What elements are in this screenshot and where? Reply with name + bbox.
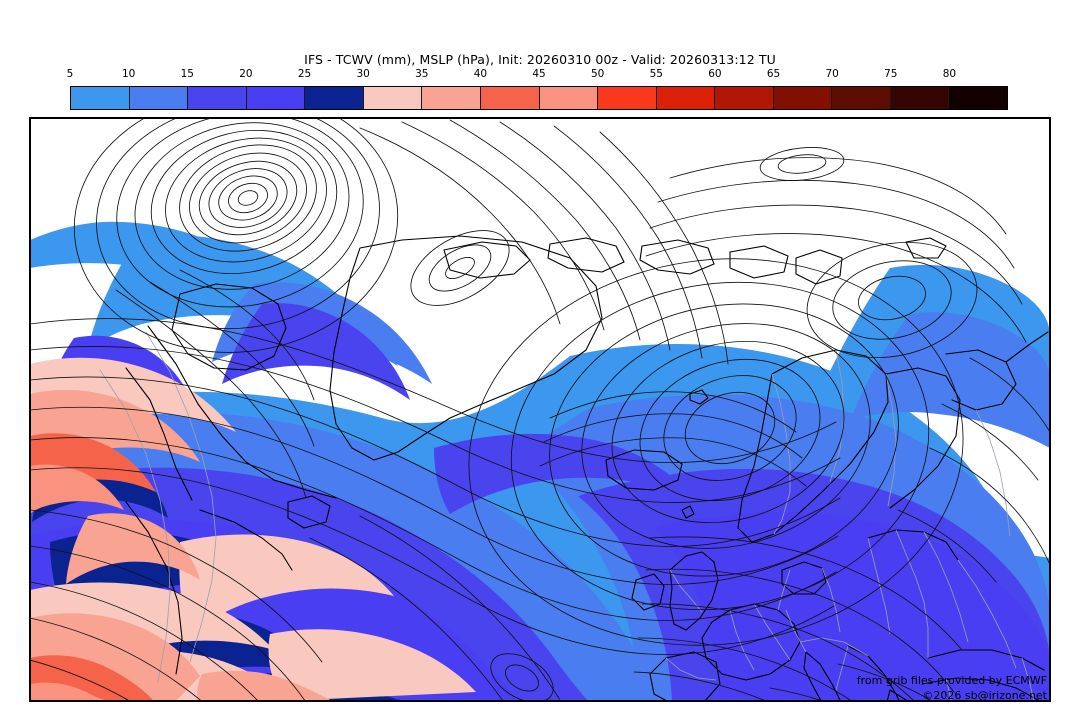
tcwv-band — [30, 464, 124, 514]
map-canvas — [30, 118, 1050, 701]
tcwv-band — [268, 629, 476, 701]
colorbar-swatch — [129, 87, 189, 109]
colorbar-swatch — [656, 87, 716, 109]
colorbar-swatch — [715, 87, 774, 109]
colorbar-swatch — [598, 87, 657, 109]
map-panel[interactable] — [29, 117, 1051, 702]
tcwv-band — [30, 682, 108, 701]
colorbar-tick-label: 35 — [415, 68, 429, 80]
colorbar — [70, 86, 1008, 110]
colorbar-swatch — [71, 87, 130, 109]
map-frame-border — [30, 118, 1050, 701]
colorbar-swatch — [422, 87, 481, 109]
tcwv-band — [66, 513, 200, 584]
colorbar-tick-label: 75 — [884, 68, 898, 80]
colorbar-swatch — [480, 87, 540, 109]
coastline-layer — [125, 235, 1049, 701]
colorbar-swatch — [539, 87, 599, 109]
colorbar-tick-label: 70 — [825, 68, 839, 80]
colorbar-swatch — [188, 87, 247, 109]
colorbar-swatch — [890, 87, 950, 109]
colorbar-swatch — [363, 87, 423, 109]
tcwv-band — [30, 221, 360, 368]
credit-copyright: ©2026 sb@irizone.net — [922, 689, 1047, 702]
colorbar-swatch — [246, 87, 306, 109]
colorbar-swatch — [832, 87, 891, 109]
colorbar-tick-label: 80 — [942, 68, 957, 80]
colorbar-swatch — [949, 87, 1007, 109]
colorbar-tick-label: 65 — [766, 68, 781, 80]
mslp-isobar-layer — [30, 118, 1050, 701]
tcwv-shading-layer — [30, 221, 1050, 701]
colorbar-tick-label: 60 — [708, 68, 722, 80]
colorbar-tick-label: 40 — [473, 68, 488, 80]
colorbar-tick-label: 45 — [532, 68, 546, 80]
colorbar-tick-label: 5 — [66, 68, 74, 80]
tcwv-band — [197, 670, 332, 701]
colorbar-tick-label: 10 — [121, 68, 136, 80]
colorbar-swatch — [305, 87, 364, 109]
credit-source: from grib files provided by ECMWF — [856, 674, 1047, 687]
colorbar-tick-label: 15 — [180, 68, 194, 80]
colorbar-tick-labels: 5 10 15 20 25 30 35 40 45 50 55 60 65 70 75 80 — [66, 68, 1008, 82]
tcwv-band — [850, 312, 1050, 448]
colorbar-tick-label: 55 — [649, 68, 663, 80]
page-title: IFS - TCWV (mm), MSLP (hPa), Init: 20260… — [304, 52, 776, 67]
tcwv-band — [654, 511, 1050, 701]
colorbar-tick-label: 50 — [590, 68, 605, 80]
country-border-layer — [99, 331, 1035, 701]
colorbar-segments — [70, 86, 1008, 110]
colorbar-tick-label: 25 — [297, 68, 312, 80]
tcwv-band — [222, 303, 410, 400]
tcwv-band — [179, 534, 394, 634]
colorbar-tick-label: 30 — [356, 68, 370, 80]
tcwv-band — [434, 433, 694, 514]
colorbar-tick-label: 20 — [239, 68, 253, 80]
colorbar-swatch — [773, 87, 833, 109]
